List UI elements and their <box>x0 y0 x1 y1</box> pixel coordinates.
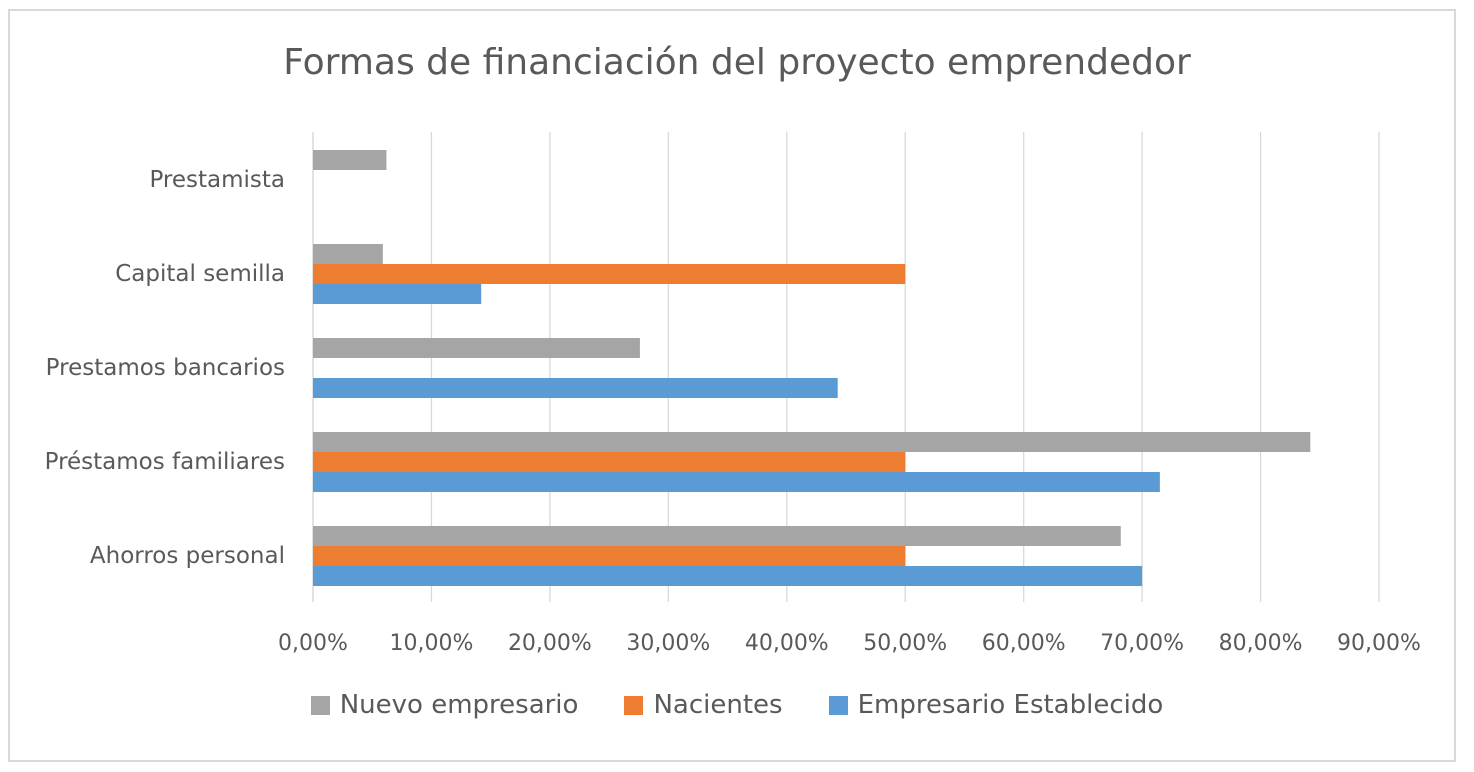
bar-nuevo-empresario <box>313 338 640 358</box>
chart-legend: Nuevo empresario Nacientes Empresario Es… <box>0 690 1474 720</box>
legend-item-nuevo-empresario: Nuevo empresario <box>310 690 579 720</box>
bar-nuevo-empresario <box>313 244 383 264</box>
legend-item-empresario-establecido: Empresario Establecido <box>828 690 1164 720</box>
legend-swatch-empresario-establecido <box>828 695 848 715</box>
x-tick-label: 40,00% <box>745 631 829 656</box>
bar-nuevo-empresario <box>313 526 1121 546</box>
x-tick-label: 90,00% <box>1337 631 1421 656</box>
bar-nuevo-empresario <box>313 432 1311 452</box>
y-category-label: Prestamos bancarios <box>46 355 285 381</box>
bar-nacientes <box>313 546 906 566</box>
x-tick-label: 50,00% <box>863 631 947 656</box>
bar-empresario-establecido <box>313 472 1160 492</box>
bar-empresario-establecido <box>313 566 1143 586</box>
legend-swatch-nuevo-empresario <box>310 695 330 715</box>
x-tick-label: 30,00% <box>626 631 710 656</box>
x-tick-label: 60,00% <box>982 631 1066 656</box>
x-tick-label: 0,00% <box>278 631 348 656</box>
x-tick-label: 10,00% <box>389 631 473 656</box>
bar-nacientes <box>313 264 906 284</box>
legend-label-nacientes: Nacientes <box>653 690 783 720</box>
x-tick-label: 80,00% <box>1219 631 1303 656</box>
y-category-label: Préstamos familiares <box>45 449 285 475</box>
x-tick-label: 20,00% <box>508 631 592 656</box>
x-tick-label: 70,00% <box>1100 631 1184 656</box>
bar-nacientes <box>313 452 906 472</box>
chart-title: Formas de financiación del proyecto empr… <box>283 42 1191 83</box>
bar-nuevo-empresario <box>313 150 387 170</box>
legend-label-empresario-establecido: Empresario Establecido <box>857 690 1164 720</box>
legend-item-nacientes: Nacientes <box>624 690 783 720</box>
bar-empresario-establecido <box>313 284 482 304</box>
legend-swatch-nacientes <box>624 695 644 715</box>
y-category-label: Capital semilla <box>115 261 285 287</box>
y-category-label: Prestamista <box>149 167 285 193</box>
bar-empresario-establecido <box>313 378 838 398</box>
legend-label-nuevo-empresario: Nuevo empresario <box>339 690 579 720</box>
y-category-label: Ahorros personal <box>90 543 285 569</box>
